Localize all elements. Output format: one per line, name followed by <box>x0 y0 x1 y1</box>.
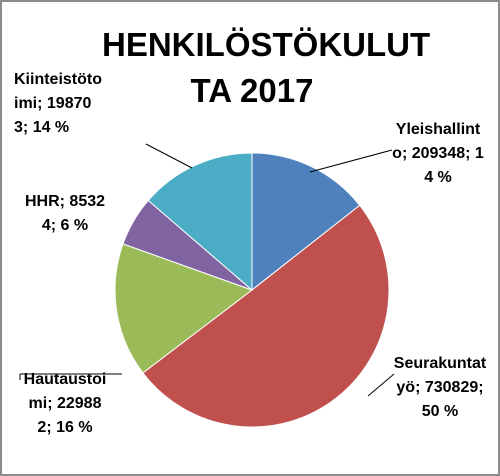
data-label: Yleishallinto; 209348; 14 % <box>390 118 486 190</box>
data-label: Hautaustoimi; 229882; 16 % <box>22 368 108 440</box>
label-separator: ; <box>478 379 484 396</box>
label-part: 209348 <box>411 145 466 162</box>
label-separator: ; <box>47 395 53 412</box>
label-part: 16 % <box>56 419 93 436</box>
label-part: 14 % <box>424 145 484 186</box>
label-part: Kiinteistötoimi <box>14 71 102 112</box>
pie-slice <box>147 152 253 292</box>
label-separator: ; <box>59 193 65 210</box>
label-part: 50 % <box>421 403 459 420</box>
label-part: Hautaustoimi <box>23 371 107 412</box>
pie-slice <box>114 243 254 374</box>
label-part: 14 % <box>32 119 70 136</box>
label-separator: ; <box>46 419 52 436</box>
label-part: 229882 <box>37 395 102 436</box>
label-separator: ; <box>415 379 421 396</box>
label-separator: ; <box>37 95 43 112</box>
label-separator: ; <box>22 119 29 136</box>
label-separator: ; <box>50 217 57 234</box>
data-label: Seurakuntatyö; 730829; 50 % <box>392 352 488 424</box>
data-label: HHR; 85324; 6 % <box>24 190 106 238</box>
leader-lines <box>19 143 395 397</box>
pie-slice <box>142 204 390 428</box>
label-part: 6 % <box>60 217 89 234</box>
data-label: Kiinteistötoimi; 198703; 14 % <box>14 68 102 140</box>
label-part: Yleishallinto <box>392 121 481 162</box>
label-part: HHR <box>24 193 60 210</box>
pie-slice <box>251 152 361 292</box>
label-part: Seurakuntatyö <box>393 355 487 396</box>
label-part: 198703 <box>14 95 92 136</box>
label-part: 85324 <box>41 193 106 234</box>
label-separator: ; <box>401 145 408 162</box>
chart-title: HENKILÖSTÖKULUT TA 2017 <box>102 26 431 109</box>
label-part: 730829 <box>424 379 479 396</box>
label-separator: ; <box>465 145 471 162</box>
